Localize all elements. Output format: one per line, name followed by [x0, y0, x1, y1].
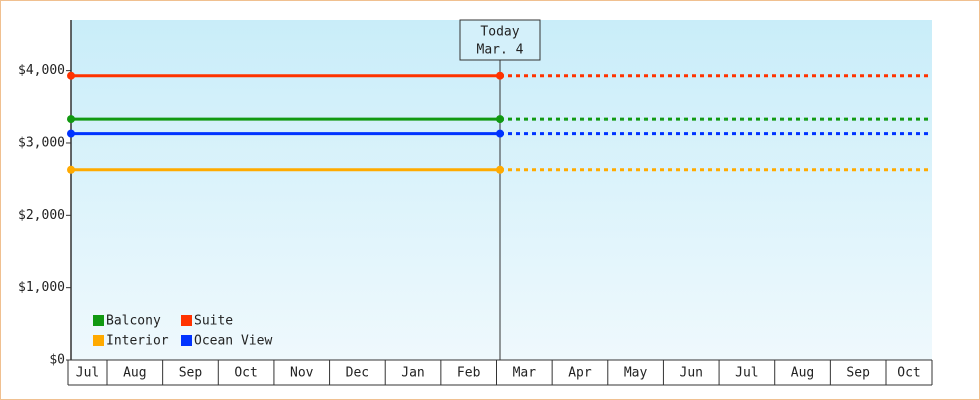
x-tick-label: Oct [897, 366, 920, 381]
legend-swatch [93, 315, 104, 326]
x-tick-label: Aug [791, 366, 814, 381]
legend-label: Suite [194, 314, 233, 329]
legend-swatch [181, 315, 192, 326]
x-tick-label: Jul [76, 366, 99, 381]
x-tick-label: Sep [846, 366, 870, 381]
legend-label: Balcony [106, 314, 161, 329]
x-tick-label: Apr [568, 366, 592, 381]
today-title: Today [480, 25, 519, 40]
y-tick-label: $2,000 [18, 208, 65, 223]
point [67, 115, 75, 124]
x-tick-label: Mar [513, 366, 537, 381]
x-tick-label: Oct [234, 366, 257, 381]
x-tick-label: Nov [290, 366, 314, 381]
today-date: Mar. 4 [477, 43, 524, 58]
legend-label: Interior [106, 334, 169, 349]
y-tick-label: $4,000 [18, 63, 65, 78]
legend-label: Ocean View [194, 334, 272, 349]
y-tick-label: $3,000 [18, 135, 65, 150]
x-tick-label: Feb [457, 366, 481, 381]
today-box [459, 19, 541, 61]
point [67, 129, 75, 138]
point [496, 71, 504, 80]
point [496, 165, 504, 174]
y-tick-label: $0 [49, 353, 65, 368]
legend-swatch [181, 335, 192, 346]
plot-area [71, 20, 932, 360]
x-tick-label: Jul [735, 366, 758, 381]
point [67, 165, 75, 174]
x-tick-label: Sep [179, 366, 203, 381]
point [67, 71, 75, 80]
point [496, 115, 504, 124]
legend-swatch [93, 335, 104, 346]
x-tick-label: May [624, 366, 648, 381]
x-tick-label: Jan [401, 366, 424, 381]
x-tick-label: Aug [123, 366, 146, 381]
y-tick-label: $1,000 [18, 280, 65, 295]
point [496, 129, 504, 138]
x-tick-label: Dec [346, 366, 369, 381]
x-tick-label: Jun [680, 366, 703, 381]
